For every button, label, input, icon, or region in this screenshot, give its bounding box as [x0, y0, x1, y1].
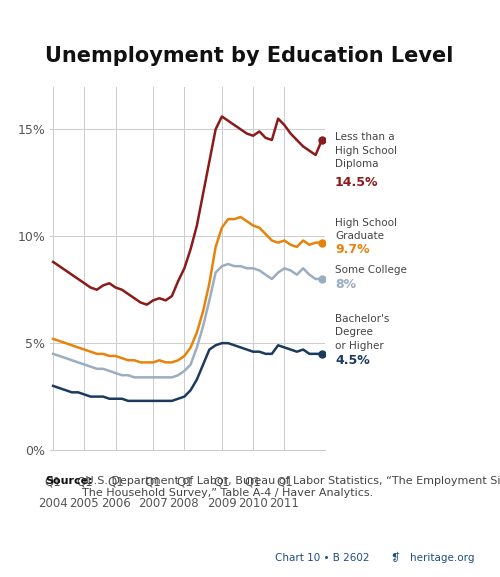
- Text: 4.5%: 4.5%: [335, 354, 370, 367]
- Text: U.S. Department of Labor, Bureau of Labor Statistics, “The Employment Situation:: U.S. Department of Labor, Bureau of Labo…: [82, 476, 500, 497]
- Text: 2008: 2008: [170, 497, 199, 510]
- Text: Unemployment by Education Level: Unemployment by Education Level: [45, 46, 454, 66]
- Text: Chart 10 • B 2602: Chart 10 • B 2602: [275, 553, 370, 563]
- Text: High School
Graduate: High School Graduate: [335, 218, 397, 241]
- Text: 14.5%: 14.5%: [335, 176, 378, 189]
- Text: Less than a
High School
Diploma: Less than a High School Diploma: [335, 133, 397, 169]
- Text: Q1: Q1: [107, 475, 124, 489]
- Text: 8%: 8%: [335, 278, 356, 291]
- Text: 2005: 2005: [70, 497, 99, 510]
- Text: Q1: Q1: [214, 475, 230, 489]
- Text: 9.7%: 9.7%: [335, 242, 370, 256]
- Text: 2009: 2009: [207, 497, 237, 510]
- Text: Some College: Some College: [335, 265, 407, 275]
- Text: 2011: 2011: [270, 497, 300, 510]
- Text: Q1: Q1: [45, 475, 62, 489]
- Text: Q1: Q1: [276, 475, 293, 489]
- Text: Q1: Q1: [245, 475, 262, 489]
- Text: Bachelor's
Degree
or Higher: Bachelor's Degree or Higher: [335, 314, 390, 351]
- Text: Q1: Q1: [176, 475, 193, 489]
- Text: 2010: 2010: [238, 497, 268, 510]
- Text: 2006: 2006: [101, 497, 130, 510]
- Text: ❡: ❡: [390, 552, 400, 563]
- Text: heritage.org: heritage.org: [410, 553, 474, 563]
- Text: 2007: 2007: [138, 497, 168, 510]
- Text: Q1: Q1: [76, 475, 93, 489]
- Text: Source:: Source:: [45, 476, 92, 486]
- Text: Q1: Q1: [145, 475, 162, 489]
- Text: 2004: 2004: [38, 497, 68, 510]
